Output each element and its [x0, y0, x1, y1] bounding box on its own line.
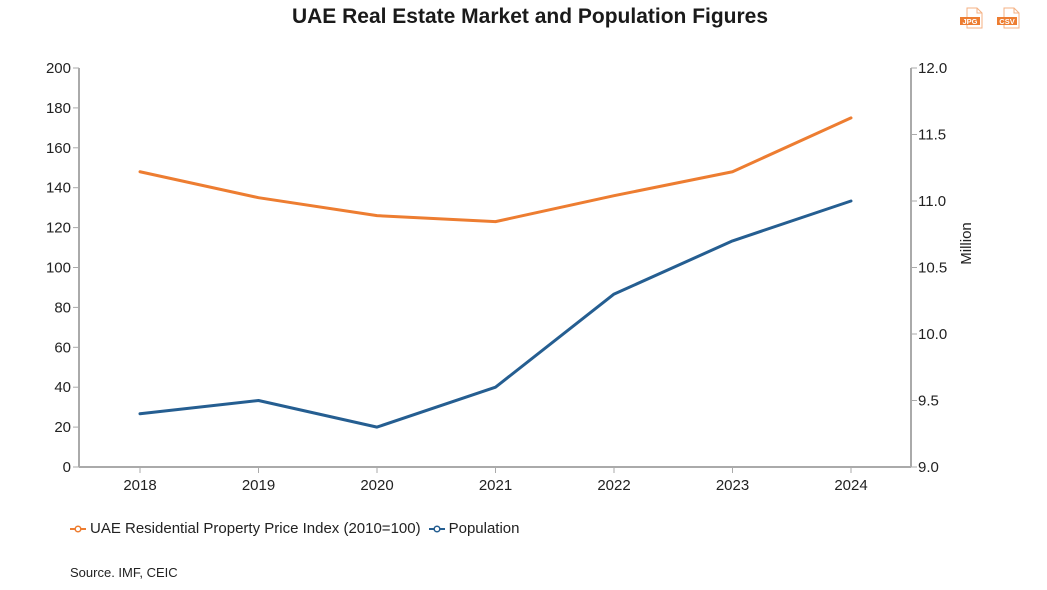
left-tick-label: 20 — [54, 419, 71, 436]
series-line-price-index[interactable] — [138, 116, 853, 224]
legend-item-population[interactable]: Population — [428, 520, 520, 537]
x-tick-label: 2022 — [597, 477, 630, 494]
source-note: Source. IMF, CEIC — [70, 565, 178, 580]
data-point-population[interactable] — [609, 289, 619, 299]
left-tick-label: 180 — [46, 100, 71, 117]
right-tick-label: 11.0 — [918, 193, 946, 210]
right-tick-label: 10.0 — [918, 326, 947, 343]
right-tick-label: 9.5 — [918, 393, 939, 410]
data-point-price-index[interactable] — [846, 113, 856, 123]
left-tick-label: 120 — [46, 220, 71, 237]
data-point-population[interactable] — [846, 196, 856, 206]
chart-title: UAE Real Estate Market and Population Fi… — [291, 5, 769, 28]
left-tick-label: 40 — [54, 379, 71, 396]
legend-label-price-index: UAE Residential Property Price Index (20… — [90, 520, 421, 537]
right-tick-label: 11.5 — [918, 127, 946, 144]
data-point-price-index[interactable] — [609, 191, 619, 201]
data-point-price-index[interactable] — [728, 167, 738, 177]
series-line-population[interactable] — [138, 199, 853, 429]
x-tick-label: 2023 — [716, 477, 749, 494]
data-point-population[interactable] — [491, 382, 501, 392]
left-tick-label: 140 — [46, 180, 71, 197]
export-csv-label: CSV — [999, 17, 1014, 26]
export-jpg-button[interactable]: JPG — [958, 7, 984, 29]
legend: UAE Residential Property Price Index (20… — [70, 520, 528, 537]
left-tick-label: 60 — [54, 339, 71, 356]
export-csv-button[interactable]: CSV — [995, 7, 1021, 29]
csv-file-icon: CSV — [997, 7, 1020, 29]
legend-item-price-index[interactable]: UAE Residential Property Price Index (20… — [70, 520, 421, 537]
left-tick-label: 160 — [46, 140, 71, 157]
x-tick-label: 2020 — [360, 477, 393, 494]
left-tick-label: 200 — [46, 60, 71, 77]
data-point-population[interactable] — [372, 422, 382, 432]
legend-label-population: Population — [448, 520, 520, 537]
jpg-file-icon: JPG — [960, 7, 983, 29]
legend-marker-price-index-icon — [70, 524, 86, 533]
data-point-price-index[interactable] — [491, 217, 501, 227]
right-tick-label: 12.0 — [918, 60, 947, 77]
right-tick-label: 9.0 — [918, 459, 939, 476]
x-tick-label: 2024 — [834, 477, 867, 494]
axes: 0 20 40 60 80 100 120 140 160 180 200 9.0 9.5 10.0 10.… — [46, 60, 975, 494]
x-tick-label: 2021 — [479, 477, 512, 494]
right-tick-label: 10.5 — [918, 260, 947, 277]
export-jpg-label: JPG — [962, 17, 977, 26]
data-point-population[interactable] — [135, 409, 145, 419]
series-lines — [135, 113, 856, 432]
line-chart: 0 20 40 60 80 100 120 140 160 180 200 9.0 9.5 10.0 10.… — [46, 60, 975, 494]
left-tick-label: 0 — [63, 459, 71, 476]
x-tick-label: 2019 — [242, 477, 275, 494]
legend-marker-population-icon — [428, 524, 445, 533]
data-point-population[interactable] — [254, 396, 264, 406]
right-axis-title: Million — [958, 222, 975, 265]
left-tick-label: 80 — [54, 299, 71, 316]
left-tick-label: 100 — [46, 260, 71, 277]
data-point-price-index[interactable] — [135, 167, 145, 177]
data-point-price-index[interactable] — [254, 193, 264, 203]
x-tick-label: 2018 — [123, 477, 156, 494]
data-point-population[interactable] — [728, 236, 738, 246]
data-point-price-index[interactable] — [372, 211, 382, 221]
